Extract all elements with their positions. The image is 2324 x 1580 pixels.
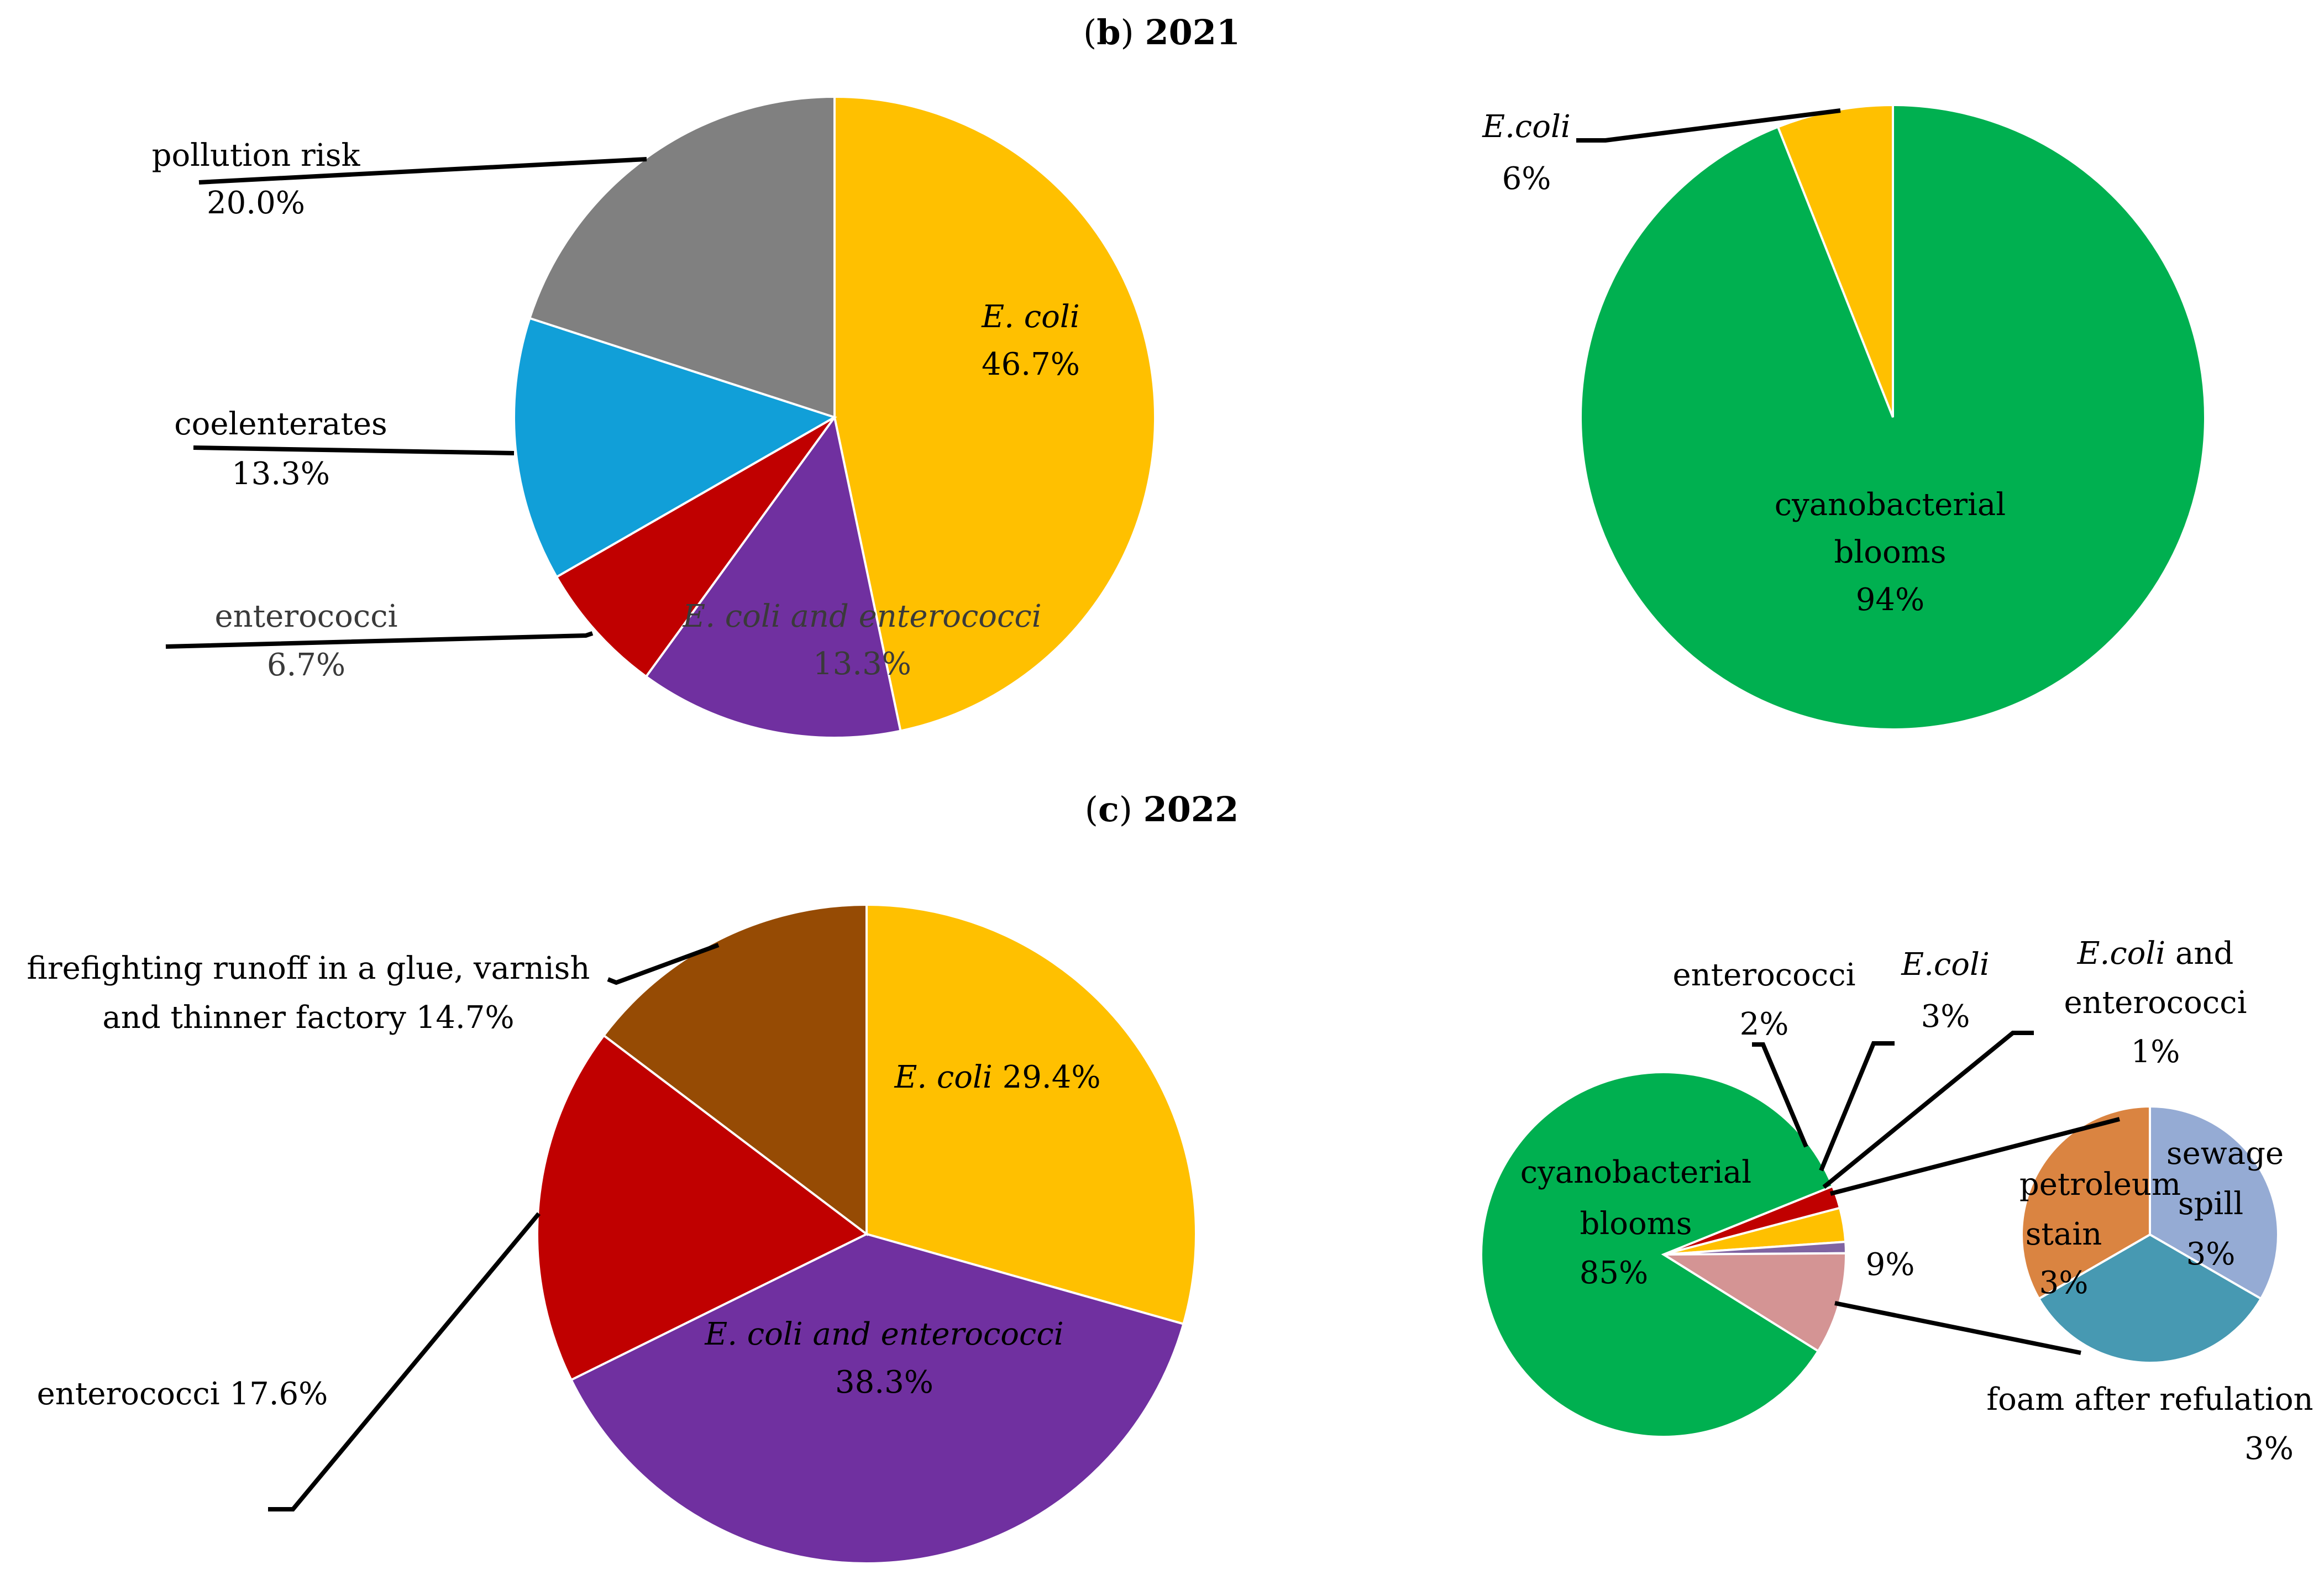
c2022-other-slice-petroleum bbox=[2021, 1105, 2151, 1300]
label-ecoli: E. coli 29.4% bbox=[894, 1059, 1100, 1095]
label-ecoli-name: E.coli bbox=[1901, 947, 1990, 983]
leader-ecoli-entero bbox=[1822, 1031, 2034, 1189]
pie-2022-sources bbox=[536, 903, 1197, 1565]
label-cyano-value: 85% bbox=[1580, 1255, 1648, 1291]
label-ecoli-value: 3% bbox=[1921, 999, 1970, 1035]
label-enterococci-value: 2% bbox=[1740, 1006, 1789, 1042]
label-foam-value: 3% bbox=[2244, 1431, 2294, 1467]
label-sewage-value: 3% bbox=[2186, 1236, 2236, 1272]
label-foam-name: foam after refulation bbox=[1986, 1382, 2313, 1418]
pie-2021-sources bbox=[513, 95, 1156, 739]
label-ecoli-entero-line1: E.coli and bbox=[2077, 936, 2234, 972]
c2022-right-slice-cyano bbox=[1480, 1071, 1834, 1438]
label-firefighting-line1: firefighting runoff in a glue, varnish bbox=[27, 951, 590, 986]
pie-2021-beach-closures bbox=[1580, 103, 2207, 731]
label-enterococci: enterococci 17.6% bbox=[37, 1376, 328, 1412]
label-ecoli-entero-value: 38.3% bbox=[835, 1364, 933, 1400]
connector-top bbox=[1830, 1117, 2120, 1196]
label-ecoli-value: 46.7% bbox=[982, 347, 1080, 382]
c2022-left-slice-ecoli bbox=[865, 903, 1197, 1326]
label-ecoli-entero-value: 1% bbox=[2131, 1034, 2180, 1070]
label-firefighting-line2: and thinner factory 14.7% bbox=[102, 1000, 514, 1036]
panel-b-title: (b) 2021 bbox=[1083, 12, 1240, 53]
leader-coelenterates bbox=[193, 445, 515, 455]
leader-enterococci bbox=[268, 1212, 541, 1511]
leader-ecoli bbox=[1576, 108, 1841, 143]
leader-pollution bbox=[198, 157, 647, 185]
label-ecoli-entero-name: E. coli and enterococci bbox=[682, 599, 1041, 634]
pie-2022-beach-closures-labels: cyanobacterial blooms 85% 9% enterococci… bbox=[1520, 936, 2313, 1467]
label-enterococci-name: enterococci bbox=[214, 599, 397, 634]
label-cyano-line1: cyanobacterial bbox=[1775, 487, 2006, 523]
b2021-left-slice-coelenterates bbox=[513, 317, 837, 579]
label-petroleum-line1: petroleum bbox=[2019, 1167, 2181, 1203]
label-ecoli-name: E.coli bbox=[1482, 109, 1571, 145]
c2022-other-slice-sewage bbox=[2149, 1105, 2279, 1300]
label-coelenterates-value: 13.3% bbox=[232, 456, 330, 492]
label-cyano-line2: blooms bbox=[1834, 534, 1946, 570]
label-ecoli-value: 6% bbox=[1502, 161, 1551, 197]
c2022-other-slice-foam bbox=[2037, 1233, 2263, 1364]
label-sewage-line2: spill bbox=[2178, 1186, 2243, 1222]
label-other-value: 9% bbox=[1866, 1247, 1915, 1283]
leader-enterococci bbox=[165, 631, 594, 649]
pie-2022-sources-labels: E. coli 29.4% E. coli and enterococci 38… bbox=[27, 943, 1101, 1511]
label-enterococci-value: 6.7% bbox=[267, 647, 345, 683]
label-cyano-line2: blooms bbox=[1580, 1206, 1692, 1242]
label-cyano-value: 94% bbox=[1856, 582, 1924, 618]
label-ecoli-entero-line2: enterococci bbox=[2064, 985, 2247, 1021]
label-petroleum-line2: stain bbox=[2026, 1216, 2102, 1252]
b2021-left-slice-ecoli-entero bbox=[644, 414, 902, 739]
c2022-left-slice-firefighting bbox=[602, 903, 868, 1237]
b2021-left-slice-enterococci bbox=[555, 416, 836, 679]
leader-ecoli bbox=[1819, 1041, 1895, 1172]
c2022-left-slice-enterococci bbox=[536, 1033, 869, 1382]
pie-2022-other-breakdown bbox=[2021, 1105, 2279, 1364]
label-ecoli-entero-value: 13.3% bbox=[813, 646, 911, 682]
panel-c-title: (c) 2022 bbox=[1085, 789, 1239, 830]
label-ecoli-name: E. coli bbox=[981, 299, 1079, 335]
label-sewage-line1: sewage bbox=[2166, 1136, 2284, 1172]
label-petroleum-value: 3% bbox=[2039, 1265, 2089, 1301]
leader-enterococci bbox=[1752, 1042, 1808, 1148]
pie-2022-beach-closures bbox=[1480, 1071, 1848, 1438]
label-ecoli-entero-name: E. coli and enterococci bbox=[704, 1316, 1063, 1352]
c2022-left-slice-ecoli-entero bbox=[569, 1232, 1185, 1565]
b2021-left-slice-ecoli bbox=[833, 95, 1156, 732]
label-pollution-value: 20.0% bbox=[207, 185, 305, 221]
label-pollution-name: pollution risk bbox=[152, 138, 361, 174]
connector-bottom bbox=[1834, 1301, 2081, 1355]
label-coelenterates-name: coelenterates bbox=[174, 406, 387, 442]
leader-firefighting bbox=[607, 943, 720, 985]
label-cyano-line1: cyanobacterial bbox=[1520, 1154, 1751, 1190]
pie-2021-beach-closures-labels: cyanobacterial blooms 94% E.coli 6% bbox=[1482, 108, 2006, 618]
label-enterococci-name: enterococci bbox=[1672, 957, 1855, 993]
pie-2021-sources-labels: E. coli 46.7% E. coli and enterococci 13… bbox=[152, 138, 1080, 683]
